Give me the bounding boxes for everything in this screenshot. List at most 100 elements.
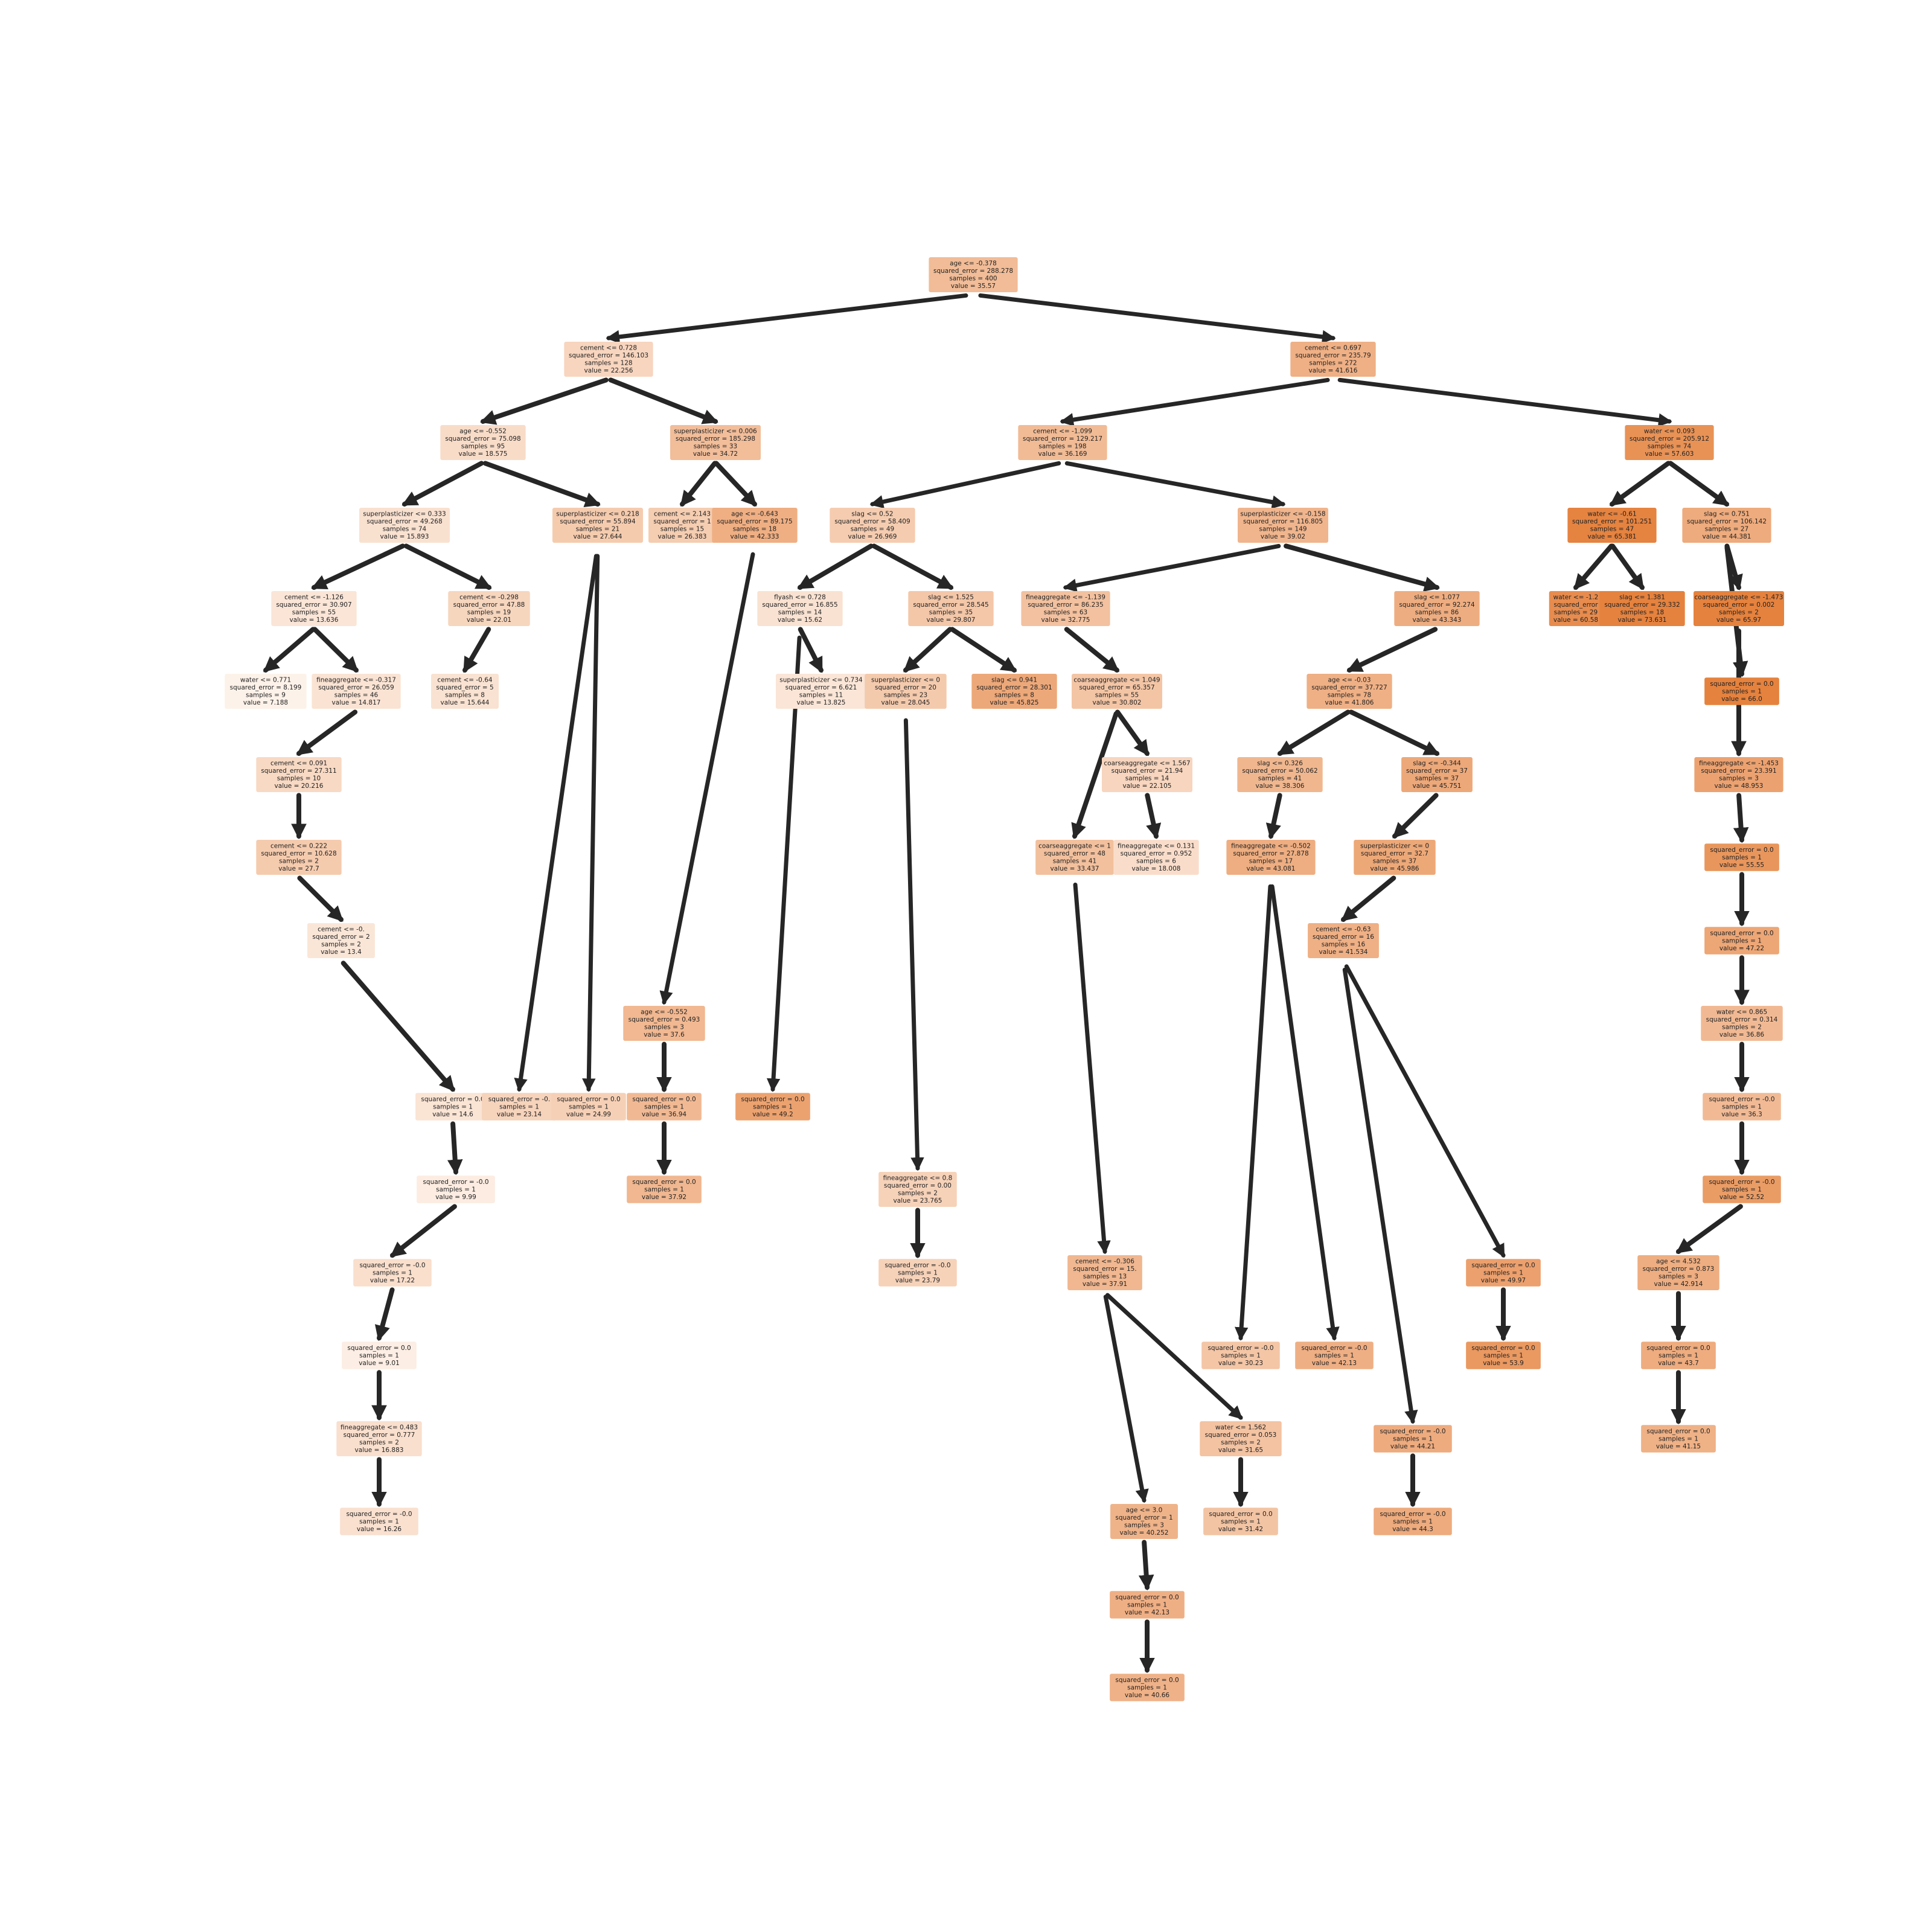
tree-node-box — [1694, 591, 1784, 626]
tree-node-line: squared_error = 27.878 — [1233, 850, 1308, 857]
tree-node-line: samples = 3 — [1719, 775, 1759, 782]
tree-node-line: samples = 1 — [1722, 854, 1762, 861]
tree-edge — [1277, 709, 1351, 756]
tree-edge — [1337, 377, 1672, 427]
tree-node-line: cement <= -0.306 — [1075, 1258, 1134, 1265]
tree-node-line: squared_error = 50.062 — [1242, 767, 1317, 775]
tree-node-line: value = 36.94 — [642, 1111, 687, 1118]
tree-node-line: age <= 4.532 — [1656, 1258, 1701, 1265]
tree-node-line: value = 66.0 — [1721, 696, 1762, 703]
tree-node-line: squared_error = 129.217 — [1023, 435, 1102, 443]
tree-node-line: samples = 1 — [1483, 1269, 1523, 1276]
tree-node-line: squared_error = 288.278 — [933, 267, 1013, 275]
tree-node-line: cement <= 0.697 — [1305, 345, 1361, 352]
tree-node-line: squared_error = 0.952 — [1121, 850, 1192, 857]
tree-node-line: samples = 14 — [1125, 775, 1169, 782]
tree-node-line: squared_error = 10.628 — [261, 850, 336, 857]
tree-node-box — [908, 591, 994, 626]
tree-node-line: squared_error = -0.0 — [1380, 1511, 1445, 1518]
tree-node-line: samples = 1 — [1483, 1352, 1523, 1359]
tree-node-line: squared_error = 16 — [1313, 933, 1374, 941]
tree-node-line: samples = 3 — [1659, 1273, 1698, 1281]
tree-edge — [1071, 711, 1119, 839]
tree-node-line: squared_error = 0.0 — [632, 1179, 696, 1186]
tree-edge — [1064, 461, 1286, 509]
tree-node-line: samples = 55 — [1095, 692, 1139, 699]
tree-edge — [1284, 543, 1440, 592]
tree-node-box — [440, 425, 526, 460]
tree-node-line: squared_error = 0.493 — [629, 1016, 700, 1023]
tree-node-line: samples = 1 — [359, 1352, 399, 1359]
tree-node-line: squared_error = 6.621 — [785, 684, 857, 691]
tree-node-line: squared_error = 0.0 — [1710, 680, 1773, 688]
tree-node-box — [1374, 1425, 1452, 1453]
tree-node-line: samples = 18 — [733, 526, 776, 533]
tree-edge — [798, 627, 824, 673]
tree-node-line: squared_error = 23.391 — [1701, 767, 1776, 775]
tree-node-line: squared_error = 205.912 — [1630, 435, 1709, 443]
tree-edge — [608, 377, 718, 424]
tree-node-line: slag <= 0.751 — [1704, 511, 1750, 518]
tree-node-box — [448, 591, 530, 626]
tree-node-line: samples = 2 — [279, 858, 319, 865]
tree-node-line: squared_error = 0.002 — [1703, 601, 1775, 609]
tree-node-line: value = 65.97 — [1716, 616, 1761, 624]
tree-node-box — [1704, 677, 1779, 705]
tree-node-line: samples = 1 — [644, 1103, 684, 1110]
tree-node-line: water <= 0.093 — [1644, 428, 1695, 435]
tree-node-line: cement <= 0.222 — [270, 843, 327, 850]
tree-node-line: value = 37.6 — [644, 1031, 685, 1038]
tree-node-line: slag <= 0.941 — [991, 677, 1037, 684]
tree-node-box — [776, 674, 866, 709]
tree-node-line: samples = 2 — [1722, 1024, 1762, 1031]
tree-node-box — [1072, 674, 1162, 709]
tree-node-line: squared_error = 65.357 — [1079, 684, 1154, 691]
tree-edge — [903, 627, 953, 673]
tree-node-line: squared_error = 1 — [1115, 1514, 1172, 1521]
tree-edge — [1063, 543, 1281, 592]
tree-node-line: samples = 49 — [851, 526, 894, 533]
tree-edge — [263, 627, 316, 673]
tree-node-line: fineaggregate <= -0.317 — [316, 677, 396, 684]
tree-node-line: value = 22.105 — [1123, 782, 1172, 790]
tree-node-line: value = 40.252 — [1120, 1529, 1169, 1537]
tree-node-line: samples = 55 — [292, 609, 336, 616]
tree-node-line: samples = 1 — [1659, 1435, 1698, 1442]
tree-node-box — [1637, 1255, 1719, 1290]
tree-node-line: samples = 2 — [898, 1190, 938, 1197]
tree-node-line: value = 44.3 — [1392, 1526, 1433, 1533]
tree-node-line: cement <= -0.63 — [1316, 926, 1371, 933]
tree-node-line: samples = 37 — [1373, 858, 1416, 865]
tree-edge — [447, 1121, 463, 1176]
tree-edge — [950, 627, 1017, 673]
tree-node-line: value = 42.13 — [1125, 1609, 1169, 1616]
tree-node-box — [623, 1006, 705, 1041]
tree-edge — [606, 293, 968, 344]
tree-edge — [1064, 627, 1119, 673]
tree-node-line: squared_error = -0.0 — [1709, 1096, 1774, 1103]
tree-node-line: value = 29.807 — [927, 616, 976, 624]
tree-node-line: squared_error = 28.545 — [913, 601, 988, 609]
tree-node-line: samples = 16 — [1322, 941, 1366, 948]
tree-edge — [1668, 461, 1730, 507]
tree-node-box — [1018, 425, 1107, 460]
tree-node-box — [1308, 923, 1379, 958]
